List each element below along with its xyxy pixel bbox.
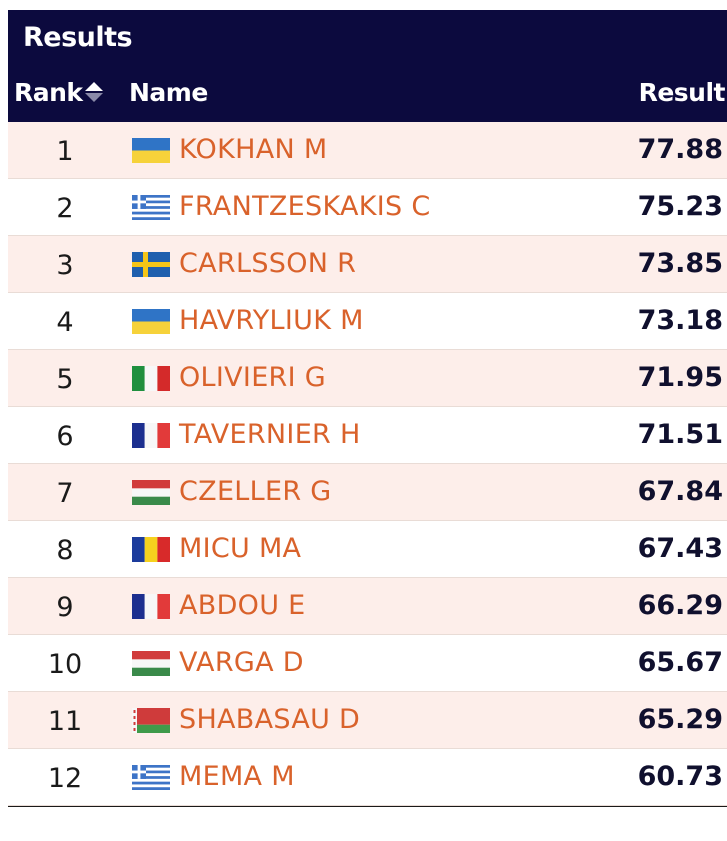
rank-cell: 8 [56,535,74,566]
table-row: 6 TAVERNIER H 71.51 [8,407,727,464]
result-cell: 71.95 [637,362,723,393]
result-cell: 73.18 [637,305,723,336]
table-body: 1 KOKHAN M 77.88 2 FRANTZESKAKIS C 75.23 3 CARL… [8,122,727,806]
athlete-name-link[interactable]: MEMA M [179,761,295,792]
rank-cell: 7 [56,478,74,509]
result-column-header: Result [638,78,726,107]
ukraine-flag-icon [132,138,170,163]
table-row: 10 VARGA D 65.67 [8,635,727,692]
greece-flag-icon [132,765,170,790]
table-row: 5 OLIVIERI G 71.95 [8,350,727,407]
sort-icon[interactable] [84,81,104,104]
athlete-name-link[interactable]: ABDOU E [179,590,306,621]
table-row: 4 HAVRYLIUK M 73.18 [8,293,727,350]
result-cell: 73.85 [637,248,723,279]
athlete-name-link[interactable]: HAVRYLIUK M [179,305,364,336]
athlete-name-link[interactable]: OLIVIERI G [179,362,326,393]
rank-cell: 1 [56,136,74,167]
rank-cell: 4 [56,307,74,338]
romania-flag-icon [132,537,170,562]
france-flag-icon [132,423,170,448]
rank-cell: 2 [56,193,74,224]
rank-cell: 12 [47,763,83,794]
rank-cell: 6 [56,421,74,452]
rank-column-header[interactable]: Rank [14,78,104,107]
table-title: Results [23,22,133,53]
name-column-header: Name [129,78,208,107]
result-cell: 71.51 [637,419,723,450]
table-row: 2 FRANTZESKAKIS C 75.23 [8,179,727,236]
france-flag-icon [132,594,170,619]
rank-cell: 5 [56,364,74,395]
athlete-name-link[interactable]: MICU MA [179,533,302,564]
table-header: Results Rank Name Result [8,10,727,122]
rank-cell: 3 [56,250,74,281]
athlete-name-link[interactable]: CZELLER G [179,476,332,507]
result-cell: 65.67 [637,647,723,678]
table-row: 7 CZELLER G 67.84 [8,464,727,521]
athlete-name-link[interactable]: FRANTZESKAKIS C [179,191,431,222]
ukraine-flag-icon [132,309,170,334]
table-row: 3 CARLSSON R 73.85 [8,236,727,293]
result-cell: 65.29 [637,704,723,735]
table-row: 9 ABDOU E 66.29 [8,578,727,635]
sweden-flag-icon [132,252,170,277]
result-cell: 67.43 [637,533,723,564]
italy-flag-icon [132,366,170,391]
belarus-flag-icon [132,708,170,733]
table-row: 11 SHABASAU D 65.29 [8,692,727,749]
result-cell: 60.73 [637,761,723,792]
result-cell: 77.88 [637,134,723,165]
table-row: 1 KOKHAN M 77.88 [8,122,727,179]
rank-cell: 10 [47,649,83,680]
rank-header-label: Rank [14,78,83,107]
rank-cell: 11 [47,706,83,737]
result-cell: 67.84 [637,476,723,507]
results-table: Results Rank Name Result 1 KOKHAN M 77.88 2… [8,10,727,807]
result-cell: 66.29 [637,590,723,621]
hungary-flag-icon [132,480,170,505]
athlete-name-link[interactable]: VARGA D [179,647,304,678]
hungary-flag-icon [132,651,170,676]
athlete-name-link[interactable]: CARLSSON R [179,248,357,279]
table-bottom-divider [8,805,727,807]
athlete-name-link[interactable]: KOKHAN M [179,134,328,165]
greece-flag-icon [132,195,170,220]
rank-cell: 9 [56,592,74,623]
table-row: 12 MEMA M 60.73 [8,749,727,806]
athlete-name-link[interactable]: SHABASAU D [179,704,361,735]
athlete-name-link[interactable]: TAVERNIER H [179,419,361,450]
table-row: 8 MICU MA 67.43 [8,521,727,578]
result-cell: 75.23 [637,191,723,222]
